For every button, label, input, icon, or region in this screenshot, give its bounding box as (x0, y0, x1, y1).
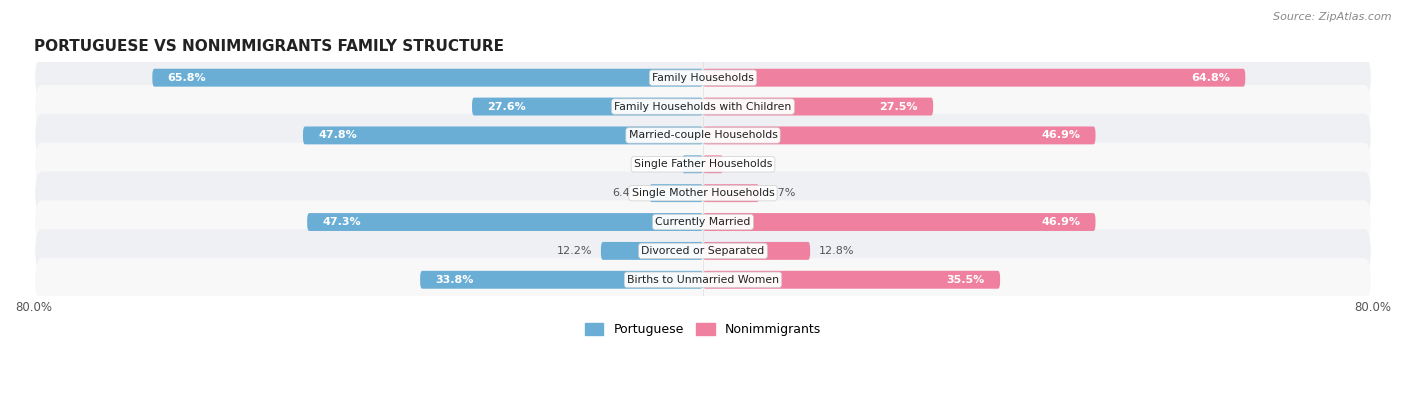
FancyBboxPatch shape (650, 184, 703, 202)
FancyBboxPatch shape (307, 213, 703, 231)
FancyBboxPatch shape (703, 184, 759, 202)
FancyBboxPatch shape (703, 126, 1095, 144)
Text: Currently Married: Currently Married (655, 217, 751, 227)
Text: 46.9%: 46.9% (1042, 217, 1080, 227)
Text: 65.8%: 65.8% (167, 73, 207, 83)
Text: 27.5%: 27.5% (880, 102, 918, 111)
FancyBboxPatch shape (35, 56, 1371, 99)
FancyBboxPatch shape (35, 200, 1371, 244)
FancyBboxPatch shape (35, 114, 1371, 157)
FancyBboxPatch shape (152, 69, 703, 87)
FancyBboxPatch shape (35, 171, 1371, 215)
Text: 46.9%: 46.9% (1042, 130, 1080, 141)
Text: 2.5%: 2.5% (645, 159, 673, 169)
Text: PORTUGUESE VS NONIMMIGRANTS FAMILY STRUCTURE: PORTUGUESE VS NONIMMIGRANTS FAMILY STRUC… (34, 39, 503, 54)
Text: Single Mother Households: Single Mother Households (631, 188, 775, 198)
Text: Births to Unmarried Women: Births to Unmarried Women (627, 275, 779, 285)
FancyBboxPatch shape (35, 258, 1371, 301)
FancyBboxPatch shape (703, 155, 723, 173)
FancyBboxPatch shape (703, 98, 934, 115)
FancyBboxPatch shape (35, 85, 1371, 128)
Text: 33.8%: 33.8% (436, 275, 474, 285)
Text: Divorced or Separated: Divorced or Separated (641, 246, 765, 256)
FancyBboxPatch shape (600, 242, 703, 260)
Text: Single Father Households: Single Father Households (634, 159, 772, 169)
FancyBboxPatch shape (703, 69, 1246, 87)
Text: 6.4%: 6.4% (613, 188, 641, 198)
FancyBboxPatch shape (703, 213, 1095, 231)
Text: 47.3%: 47.3% (322, 217, 361, 227)
FancyBboxPatch shape (703, 271, 1000, 289)
FancyBboxPatch shape (420, 271, 703, 289)
FancyBboxPatch shape (302, 126, 703, 144)
Text: 12.8%: 12.8% (818, 246, 853, 256)
FancyBboxPatch shape (35, 143, 1371, 186)
Text: 2.4%: 2.4% (731, 159, 761, 169)
Text: Family Households: Family Households (652, 73, 754, 83)
FancyBboxPatch shape (703, 242, 810, 260)
Text: 64.8%: 64.8% (1191, 73, 1230, 83)
Text: Source: ZipAtlas.com: Source: ZipAtlas.com (1274, 12, 1392, 22)
Text: 6.7%: 6.7% (768, 188, 796, 198)
FancyBboxPatch shape (472, 98, 703, 115)
Text: Married-couple Households: Married-couple Households (628, 130, 778, 141)
Text: 47.8%: 47.8% (318, 130, 357, 141)
Text: 35.5%: 35.5% (946, 275, 986, 285)
Text: 12.2%: 12.2% (557, 246, 592, 256)
FancyBboxPatch shape (35, 229, 1371, 273)
Text: 27.6%: 27.6% (486, 102, 526, 111)
Text: Family Households with Children: Family Households with Children (614, 102, 792, 111)
Legend: Portuguese, Nonimmigrants: Portuguese, Nonimmigrants (579, 318, 827, 341)
FancyBboxPatch shape (682, 155, 703, 173)
